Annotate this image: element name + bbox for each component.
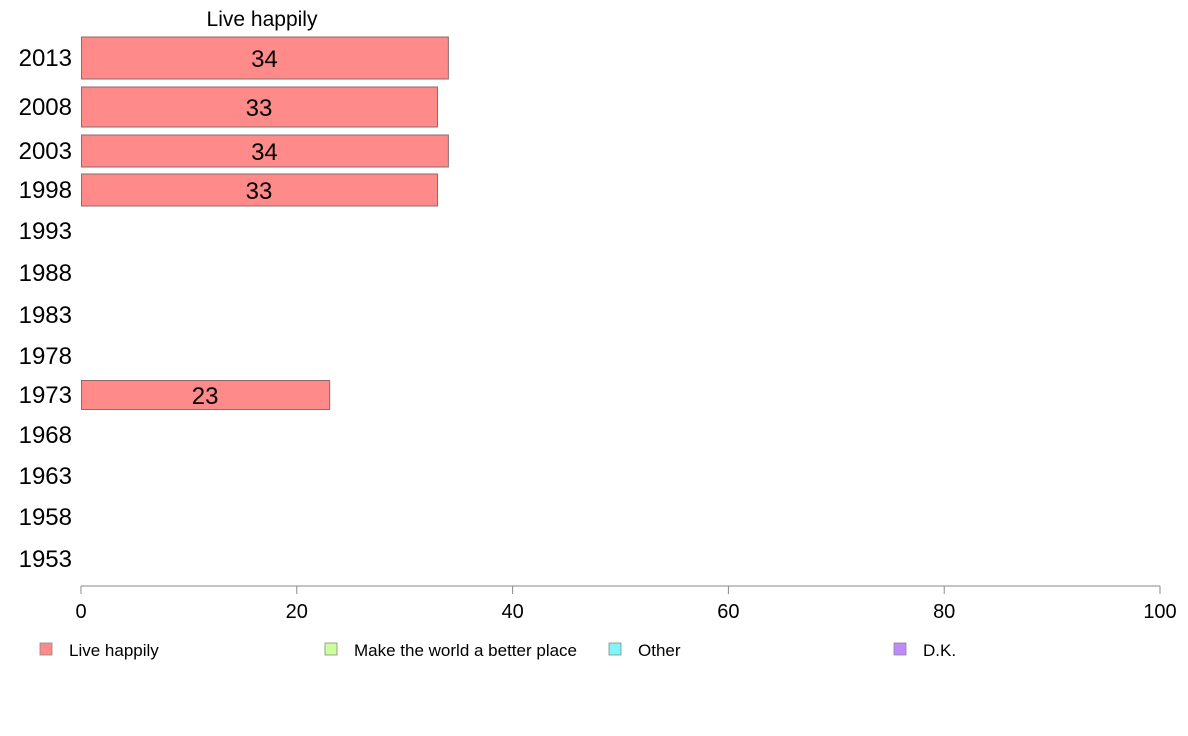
year-label: 1958 (19, 504, 72, 531)
bar (81, 134, 449, 168)
year-label: 1978 (19, 343, 72, 370)
legend-label: Live happily (69, 641, 159, 660)
bar (81, 36, 449, 80)
legend-label: D.K. (923, 641, 956, 660)
year-label: 1998 (19, 177, 72, 204)
legend-swatch (39, 642, 53, 656)
year-label: 2003 (19, 138, 72, 165)
year-label: 1973 (19, 382, 72, 409)
x-tick-label: 60 (717, 601, 739, 623)
year-label: 2008 (19, 94, 72, 121)
legend-label: Other (638, 641, 681, 660)
year-label: 1953 (19, 546, 72, 573)
x-tick-label: 40 (501, 601, 523, 623)
bar (81, 173, 439, 207)
x-tick-label: 20 (286, 601, 308, 623)
bar-value-label: 33 (246, 95, 273, 122)
bar (81, 86, 439, 128)
year-label: 2013 (19, 45, 72, 72)
legend-swatch (608, 642, 622, 656)
year-label: 1993 (19, 218, 72, 245)
legend-label: Make the world a better place (354, 641, 577, 660)
year-label: 1983 (19, 302, 72, 329)
bar-value-label: 34 (251, 46, 278, 73)
x-tick-label: 0 (75, 601, 86, 623)
x-tick-label: 80 (933, 601, 955, 623)
year-label: 1968 (19, 422, 72, 449)
legend-swatch (893, 642, 907, 656)
bar-value-label: 33 (246, 178, 273, 205)
panel-title: Live happily (207, 8, 318, 31)
bar (81, 380, 331, 410)
year-label: 1963 (19, 463, 72, 490)
bar-value-label: 34 (251, 139, 278, 166)
bar-value-label: 23 (192, 383, 219, 410)
legend-swatch (324, 642, 338, 656)
year-label: 1988 (19, 260, 72, 287)
x-tick-label: 100 (1143, 601, 1176, 623)
